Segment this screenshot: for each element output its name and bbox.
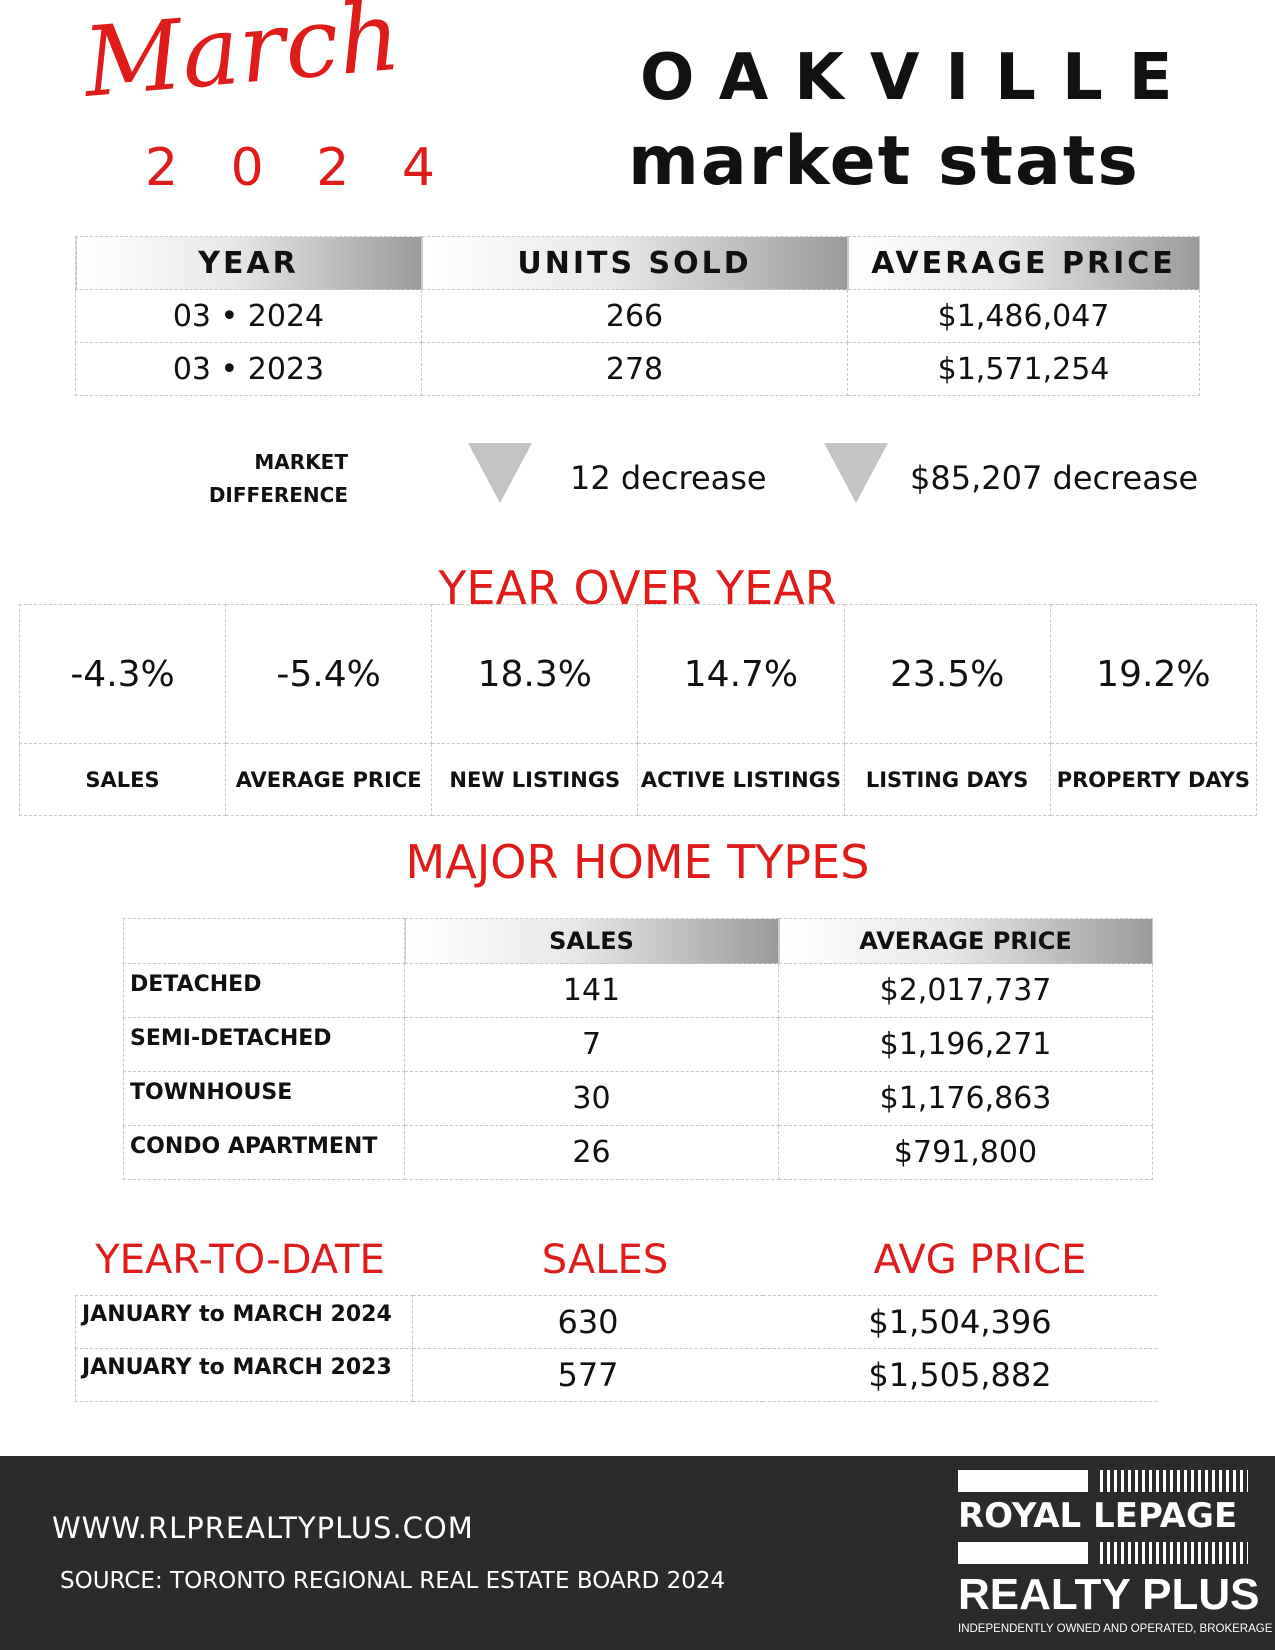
brand-logo: ROYAL LEPAGE REALTY PLUS INDEPENDENTLY O… <box>958 1470 1273 1640</box>
year-cell: 03 • 2024 <box>75 289 422 343</box>
table-row: SEMI-DETACHED 7 $1,196,271 <box>123 1017 1153 1072</box>
sales-cell: 26 <box>404 1125 779 1180</box>
sales-cell: 30 <box>404 1071 779 1126</box>
price-cell: $791,800 <box>778 1125 1153 1180</box>
price-cell: $2,017,737 <box>778 963 1153 1018</box>
market-difference-label: MARKET DIFFERENCE <box>200 446 348 512</box>
price-cell: $1,571,254 <box>847 342 1200 396</box>
ytd-title: YEAR-TO-DATE <box>95 1237 385 1283</box>
table-row: 03 • 2024 266 $1,486,047 <box>75 289 1200 343</box>
header-average-price: AVERAGE PRICE <box>847 236 1200 290</box>
table-row: TOWNHOUSE 30 $1,176,863 <box>123 1071 1153 1126</box>
sales-cell: 577 <box>412 1348 763 1402</box>
ytd-price-header: AVG PRICE <box>873 1237 1087 1283</box>
logo-bar <box>958 1470 1088 1492</box>
year-title: 2 0 2 4 <box>145 138 453 198</box>
units-cell: 278 <box>421 342 848 396</box>
yoy-label: LISTING DAYS <box>843 743 1051 816</box>
yoy-label: AVERAGE PRICE <box>225 743 433 816</box>
yoy-value: -4.3% <box>18 604 227 744</box>
table-row: 03 • 2023 278 $1,571,254 <box>75 342 1200 396</box>
home-type-label: TOWNHOUSE <box>123 1071 405 1126</box>
sales-cell: 141 <box>404 963 779 1018</box>
logo-text-realty-plus: REALTY PLUS <box>958 1570 1260 1619</box>
yoy-label: PROPERTY DAYS <box>1049 743 1258 816</box>
month-title: March <box>79 0 405 119</box>
footer: WWW.RLPREALTYPLUS.COM SOURCE: TORONTO RE… <box>0 1456 1275 1650</box>
page-subtitle: market stats <box>628 122 1140 201</box>
price-cell: $1,504,396 <box>763 1295 1157 1349</box>
price-cell: $1,196,271 <box>778 1017 1153 1072</box>
market-difference-label-line2: DIFFERENCE <box>208 483 348 507</box>
home-type-label: SEMI-DETACHED <box>123 1017 405 1072</box>
yoy-value: 14.7% <box>637 604 845 744</box>
city-title: OAKVILLE <box>640 41 1199 115</box>
header-average-price: AVERAGE PRICE <box>778 918 1153 964</box>
logo-tagline: INDEPENDENTLY OWNED AND OPERATED, BROKER… <box>958 1623 1273 1635</box>
yoy-label: ACTIVE LISTINGS <box>637 743 845 816</box>
ytd-period-label: JANUARY to MARCH 2023 <box>75 1348 413 1402</box>
source-note: SOURCE: TORONTO REGIONAL REAL ESTATE BOA… <box>60 1568 726 1594</box>
table-row: JANUARY to MARCH 2024 630 $1,504,396 <box>75 1295 1157 1349</box>
price-cell: $1,486,047 <box>847 289 1200 343</box>
home-type-label: CONDO APARTMENT <box>123 1125 405 1180</box>
yoy-label: NEW LISTINGS <box>431 743 639 816</box>
logo-text-royal-lepage: ROYAL LEPAGE <box>958 1496 1238 1536</box>
ytd-period-label: JANUARY to MARCH 2024 <box>75 1295 413 1349</box>
yoy-value: 19.2% <box>1049 604 1258 744</box>
year-cell: 03 • 2023 <box>75 342 422 396</box>
ytd-table: JANUARY to MARCH 2024 630 $1,504,396 JAN… <box>75 1295 1157 1402</box>
major-home-types-title: MAJOR HOME TYPES <box>405 835 870 889</box>
header-year: YEAR <box>75 236 422 290</box>
table-row: DETACHED 141 $2,017,737 <box>123 963 1153 1018</box>
units-cell: 266 <box>421 289 848 343</box>
header-units-sold: UNITS SOLD <box>421 236 848 290</box>
table-row: CONDO APARTMENT 26 $791,800 <box>123 1125 1153 1180</box>
price-cell: $1,505,882 <box>763 1348 1157 1402</box>
price-difference: $85,207 decrease <box>910 459 1199 497</box>
sales-cell: 630 <box>412 1295 763 1349</box>
yoy-label: SALES <box>18 743 227 816</box>
yoy-value: 18.3% <box>431 604 639 744</box>
units-difference: 12 decrease <box>570 459 767 497</box>
table-row: JANUARY to MARCH 2023 577 $1,505,882 <box>75 1348 1157 1402</box>
sales-cell: 7 <box>404 1017 779 1072</box>
down-arrow-icon <box>468 443 532 503</box>
logo-bar <box>958 1542 1088 1564</box>
home-type-label: DETACHED <box>123 963 405 1018</box>
summary-table: YEAR UNITS SOLD AVERAGE PRICE 03 • 2024 … <box>75 236 1200 396</box>
ytd-sales-header: SALES <box>541 1237 669 1283</box>
yoy-value: -5.4% <box>225 604 433 744</box>
header-sales: SALES <box>404 918 779 964</box>
logo-stripes <box>1100 1470 1248 1492</box>
logo-stripes <box>1100 1542 1248 1564</box>
website-link[interactable]: WWW.RLPREALTYPLUS.COM <box>52 1511 474 1545</box>
year-over-year-grid: -4.3% -5.4% 18.3% 14.7% 23.5% 19.2% SALE… <box>18 604 1258 816</box>
blank-header <box>123 918 405 964</box>
price-cell: $1,176,863 <box>778 1071 1153 1126</box>
yoy-value: 23.5% <box>843 604 1051 744</box>
down-arrow-icon <box>824 443 888 503</box>
major-home-types-table: SALES AVERAGE PRICE DETACHED 141 $2,017,… <box>123 918 1153 1180</box>
market-difference-label-line1: MARKET <box>254 450 348 474</box>
